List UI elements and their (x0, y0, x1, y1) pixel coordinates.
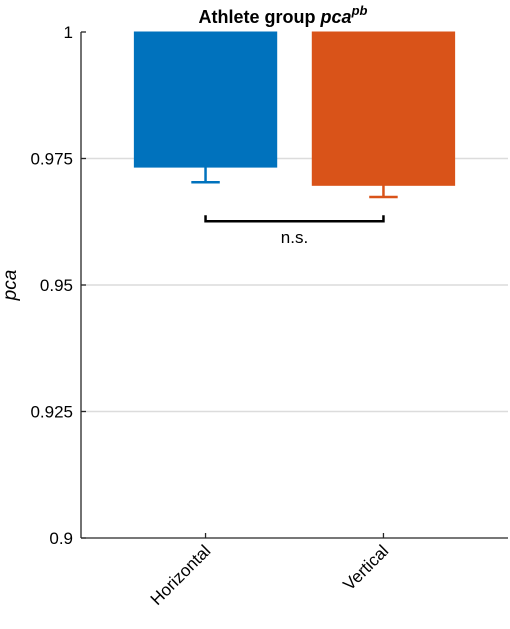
y-tick-label: 0.975 (30, 150, 73, 169)
bar-vertical (311, 31, 456, 186)
y-tick-label: 0.925 (30, 403, 73, 422)
significance-annotation: n.s. (204, 215, 385, 247)
chart-title-main: Athlete group (199, 7, 321, 27)
chart-title: Athlete group pcapb (199, 3, 368, 27)
chart-title-italic: pca (320, 7, 352, 27)
y-tick-label: 0.9 (49, 529, 73, 548)
x-tick-label: Horizontal (147, 541, 215, 609)
y-tick-label: 0.95 (40, 276, 73, 295)
axes (80, 31, 508, 539)
chart-title-superscript: pb (351, 3, 368, 18)
x-tick-label: Vertical (339, 541, 392, 594)
y-tick-label: 1 (64, 23, 73, 42)
y-axis-label: pca (0, 270, 21, 302)
bars (133, 31, 456, 199)
bar-horizontal (133, 31, 278, 168)
significance-bracket (204, 215, 385, 223)
significance-label: n.s. (281, 228, 308, 247)
grid-lines (81, 157, 508, 413)
